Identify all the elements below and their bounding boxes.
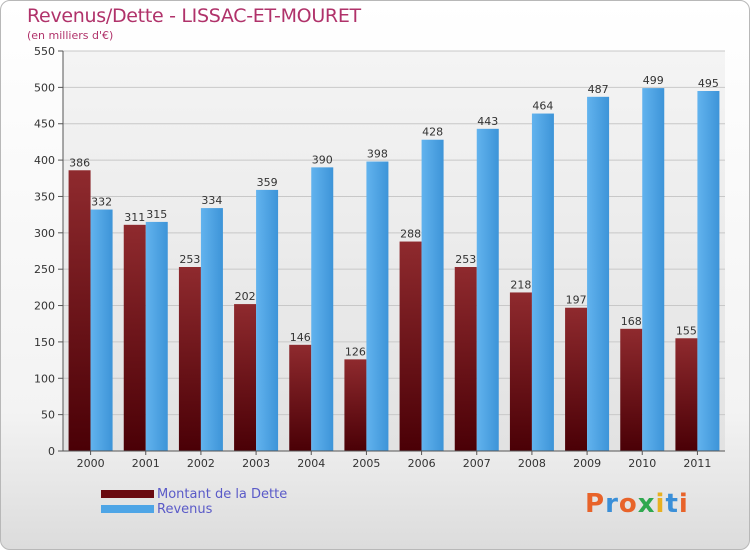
bar-revenus: [642, 88, 665, 451]
bar-revenus: [476, 128, 499, 451]
data-label-debt: 311: [124, 211, 145, 224]
data-label-revenus: 495: [698, 77, 719, 90]
y-tick-label: 400: [34, 154, 55, 167]
data-label-revenus: 428: [422, 126, 443, 139]
bar-debt: [178, 267, 201, 451]
proxiti-logo: Proxiti: [585, 489, 689, 519]
bar-debt: [509, 292, 532, 451]
bar-debt: [123, 224, 146, 451]
data-label-revenus: 332: [91, 196, 112, 209]
x-tick-label: 2010: [628, 457, 656, 470]
bar-debt: [620, 328, 643, 451]
y-tick-label: 200: [34, 300, 55, 313]
data-label-debt: 218: [510, 278, 531, 291]
data-label-debt: 197: [566, 294, 587, 307]
bar-revenus: [531, 113, 554, 451]
y-tick-label: 0: [48, 445, 55, 458]
bar-debt: [289, 344, 312, 451]
y-tick-label: 350: [34, 190, 55, 203]
data-label-revenus: 359: [257, 176, 278, 189]
x-tick-label: 2003: [242, 457, 270, 470]
data-label-revenus: 487: [588, 83, 609, 96]
bar-revenus: [145, 221, 168, 451]
bar-debt: [675, 338, 698, 451]
x-tick-label: 2011: [683, 457, 711, 470]
bar-revenus: [311, 167, 334, 451]
y-tick-label: 500: [34, 81, 55, 94]
data-label-revenus: 398: [367, 148, 388, 161]
data-label-debt: 288: [400, 228, 421, 241]
data-label-revenus: 464: [532, 100, 553, 113]
bar-revenus: [697, 91, 720, 451]
y-tick-label: 300: [34, 227, 55, 240]
data-label-debt: 202: [235, 290, 256, 303]
bar-revenus: [587, 96, 610, 452]
x-tick-label: 2000: [77, 457, 105, 470]
x-tick-label: 2005: [352, 457, 380, 470]
y-tick-label: 250: [34, 263, 55, 276]
x-tick-label: 2001: [132, 457, 160, 470]
x-tick-label: 2008: [518, 457, 546, 470]
legend-swatch-debt: [101, 490, 154, 498]
bar-revenus: [256, 189, 279, 451]
data-label-debt: 253: [179, 253, 200, 266]
bar-debt: [344, 359, 367, 451]
x-tick-label: 2007: [463, 457, 491, 470]
x-tick-label: 2006: [408, 457, 436, 470]
bar-debt: [399, 241, 422, 451]
bar-debt: [234, 304, 257, 451]
data-label-debt: 146: [290, 331, 311, 344]
y-tick-label: 450: [34, 118, 55, 131]
data-label-revenus: 443: [477, 115, 498, 128]
bar-debt: [68, 170, 91, 452]
data-label-debt: 168: [621, 315, 642, 328]
bar-revenus: [90, 209, 113, 451]
data-label-debt: 253: [455, 253, 476, 266]
logo-letter: i: [678, 489, 689, 519]
y-tick-label: 150: [34, 336, 55, 349]
legend-label-debt: Montant de la Dette: [157, 487, 288, 502]
logo-letter: i: [655, 489, 666, 519]
chart-subtitle: (en milliers d'€): [27, 29, 114, 42]
x-tick-label: 2004: [297, 457, 325, 470]
logo-letter: t: [665, 489, 679, 519]
logo-letter: P: [585, 489, 606, 519]
logo-letter: x: [637, 489, 656, 519]
data-label-revenus: 499: [643, 74, 664, 87]
y-tick-label: 550: [34, 45, 55, 58]
data-label-debt: 126: [345, 345, 366, 358]
plot-area: [63, 51, 725, 451]
bar-debt: [454, 267, 477, 451]
x-tick-label: 2009: [573, 457, 601, 470]
x-tick-label: 2002: [187, 457, 215, 470]
legend-label-revenus: Revenus: [157, 502, 213, 517]
bar-revenus: [366, 161, 389, 451]
legend-swatch-revenus: [101, 505, 154, 513]
chart-title: Revenus/Dette - LISSAC-ET-MOURET: [27, 5, 361, 27]
logo-letter: r: [605, 489, 619, 519]
data-label-revenus: 390: [312, 153, 333, 166]
data-label-revenus: 315: [146, 208, 167, 221]
data-label-revenus: 334: [201, 194, 222, 207]
data-label-debt: 155: [676, 324, 697, 337]
y-tick-label: 100: [34, 372, 55, 385]
logo-letter: o: [618, 489, 638, 519]
bar-revenus: [421, 139, 444, 451]
bar-revenus: [200, 208, 223, 451]
y-tick-label: 50: [41, 409, 55, 422]
data-label-debt: 386: [69, 156, 90, 169]
bar-debt: [565, 307, 588, 451]
